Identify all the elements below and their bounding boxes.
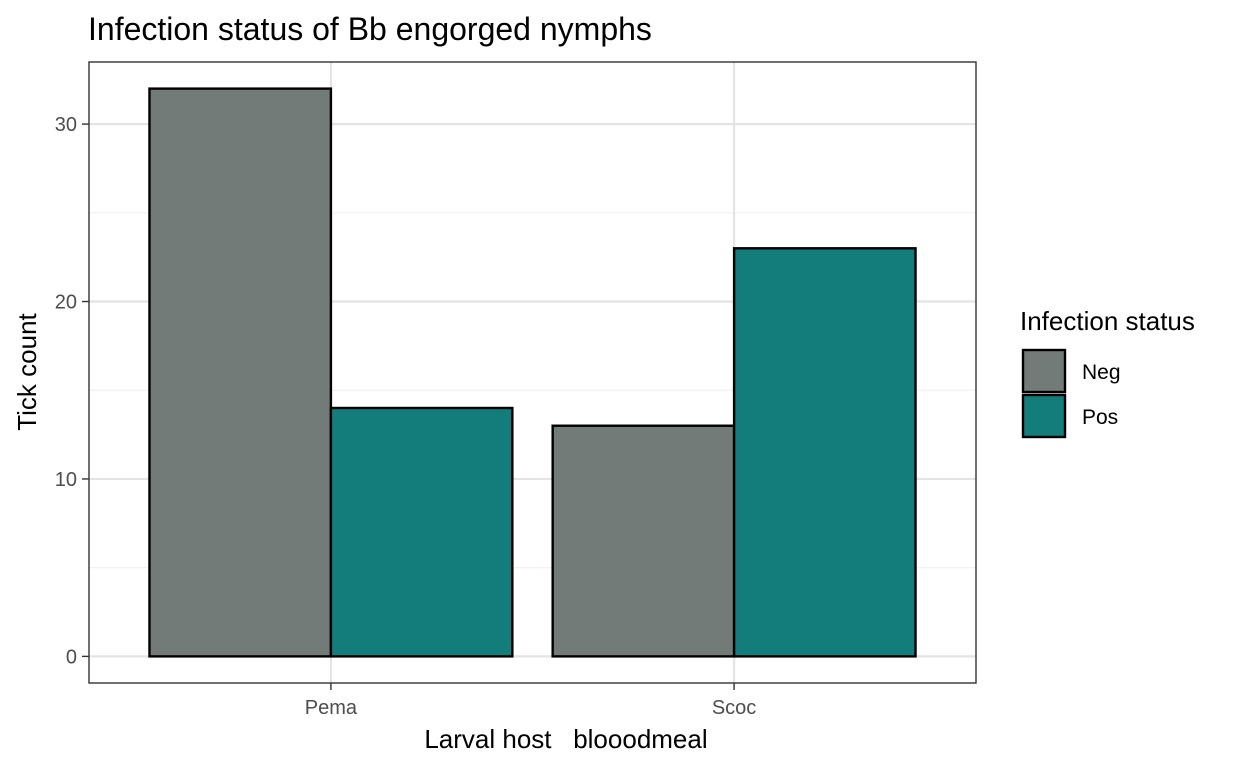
chart-title: Infection status of Bb engorged nymphs — [88, 11, 652, 47]
plot-border — [88, 61, 977, 684]
legend-key-pos — [1021, 393, 1067, 439]
bar-pos-pema — [329, 406, 514, 658]
legend-key-neg — [1021, 348, 1067, 394]
bar-neg-scoc — [551, 424, 736, 658]
y-tick-label: 0 — [66, 646, 77, 668]
y-tick-label: 10 — [55, 469, 77, 491]
legend-label-neg: Neg — [1082, 361, 1121, 384]
y-tick-label: 30 — [55, 114, 77, 136]
y-axis: 0 10 20 30 — [55, 114, 89, 668]
bars — [148, 87, 917, 658]
bar-neg-pema — [148, 87, 333, 658]
legend-label-pos: Pos — [1082, 406, 1118, 429]
legend: Infection status Neg Pos — [1020, 306, 1195, 439]
x-tick-label: Scoc — [712, 697, 756, 719]
x-axis-title: Larval host blooodmeal — [424, 724, 707, 754]
x-axis: Pema Scoc — [305, 683, 756, 719]
legend-title: Infection status — [1020, 306, 1195, 336]
y-axis-title: Tick count — [12, 312, 42, 430]
y-tick-label: 20 — [55, 292, 77, 314]
bar-pos-scoc — [732, 247, 917, 658]
x-tick-label: Pema — [305, 697, 358, 719]
